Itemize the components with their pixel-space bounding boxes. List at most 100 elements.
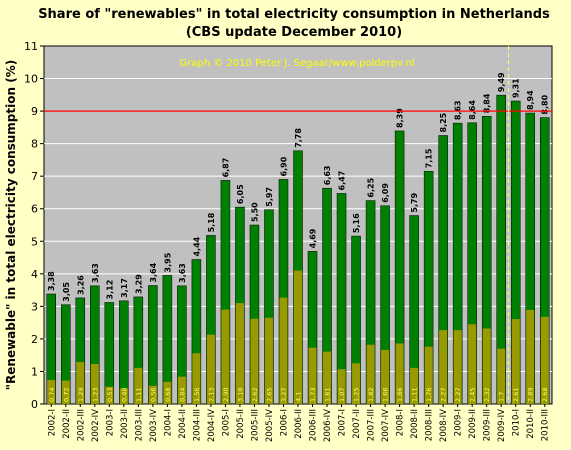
y-tick-label: 1 [31,365,38,378]
x-axis-ticks: 2002-I 2002-II 2002-III 2002-IV 2003-I 2003-I… [47,404,551,442]
bar-share [294,270,302,404]
bar-total-label: 6,47 [338,171,347,191]
x-tick-label: 2005-IV [265,409,275,442]
y-tick-label: 9 [31,105,38,118]
bar-share-label: 2,61 [512,388,520,402]
bar-share [192,353,201,404]
bar-share [482,328,491,404]
x-tick-label: 2003-II [120,409,130,439]
y-tick-label: 6 [31,203,38,216]
bar-total-label: 9,31 [512,78,521,98]
y-tick-label: 2 [31,333,38,346]
bar-share [337,369,346,404]
bar-share [424,346,433,404]
bar-share-label: 1,07 [338,388,346,402]
bar-share-label: 2,45 [469,388,477,402]
x-tick-label: 2006-III [309,409,319,441]
y-tick-label: 11 [24,40,38,53]
x-tick-label: 2009-II [468,409,478,439]
bar-share [395,343,404,404]
y-tick-label: 7 [31,170,38,183]
bar-share-label: 0,53 [106,388,114,402]
chart-credit: Graph © 2010 Peter J. Segaar/www.polderp… [179,58,414,69]
bar-share-label: 0,72 [62,388,70,402]
x-tick-label: 2009-IV [497,409,507,442]
x-tick-label: 2006-II [294,409,304,439]
x-tick-label: 2009-III [483,409,493,441]
overlay [44,46,552,404]
bar-share-label: 3,27 [280,388,288,402]
bar-share-label: 2,89 [527,388,535,402]
x-tick-label: 2008-III [425,409,435,441]
bar-share [439,330,448,404]
y-tick-label: 8 [31,138,38,151]
x-tick-label: 2004-III [192,409,202,441]
bar-share-label: 1,73 [309,388,317,402]
bar-total-label: 4,44 [192,236,201,256]
bar-share [221,309,230,404]
x-tick-label: 2003-IV [149,409,159,442]
bar-share-label: 0,84 [178,388,186,402]
bar-share [468,324,477,404]
bar-total-label: 6,09 [381,183,390,203]
bar-share-label: 1,66 [382,388,390,402]
bar-share [105,386,114,404]
bar-total-label: 4,69 [309,228,318,248]
bar-total-label: 6,87 [221,158,230,178]
x-tick-label: 2006-I [279,409,289,436]
x-tick-label: 2002-I [47,409,57,436]
x-tick-label: 2005-I [221,409,231,436]
x-tick-label: 2004-I [163,409,173,436]
bar-share-label: 1,61 [324,388,332,402]
bar-total-label: 5,16 [352,213,361,233]
bar-total-label: 8,39 [396,108,405,128]
bar-share-label: 1,11 [411,388,419,402]
bar-total-label: 5,97 [265,187,274,207]
bar-share [279,297,288,404]
bar-share [61,380,70,404]
x-tick-label: 2003-III [134,409,144,441]
chart-title: Share of "renewables" in total electrici… [38,7,550,22]
bar-share [526,309,535,404]
bar-share [206,334,215,404]
x-tick-label: 2008-II [410,409,420,439]
x-tick-label: 2007-I [338,409,348,436]
bar-share [250,318,259,404]
bar-total-label: 3,26 [76,275,85,295]
bar-share-label: 1,11 [135,388,143,402]
bar-total-label: 6,90 [279,156,288,176]
bar-share [264,317,273,404]
bar-share-label: 1,7 [498,392,506,402]
bar-total-label: 9,49 [497,72,506,92]
x-tick-label: 2002-IV [91,409,101,442]
y-axis-ticks: 0 1 2 3 4 5 6 7 8 9 10 11 [24,40,44,411]
bar-total-label: 6,05 [236,184,245,204]
bar-share-label: 2,62 [251,388,259,402]
bar-share-label: 0,48 [120,388,128,402]
y-tick-label: 4 [31,268,38,281]
y-tick-label: 3 [31,300,38,313]
bar-share-label: 0,74 [48,388,56,402]
bar-total-label: 3,64 [149,262,158,282]
bar-share [177,376,186,404]
bar-share-label: 2,32 [483,388,491,402]
x-tick-label: 2007-IV [381,409,391,442]
bar-share [119,388,128,404]
bar-share-label: 0,68 [164,388,172,402]
bar-total-label: 3,63 [178,263,187,283]
x-tick-label: 2002-II [62,409,72,439]
y-axis-label: "Renewable" in total electricity consump… [4,60,18,390]
bar-total-label: 3,63 [91,263,100,283]
bar-share [511,319,520,404]
bar-total-label: 5,18 [207,212,216,232]
bar-share-label: 1,76 [425,388,433,402]
bar-share [47,379,56,404]
bar-share-label: 1,56 [193,388,201,402]
x-tick-label: 2010-III [541,409,551,441]
bar-share [163,381,172,404]
bar-total-label: 8,94 [526,90,535,110]
bar-total-label: 8,64 [468,100,477,120]
chart-subtitle: (CBS update December 2010) [186,25,402,40]
x-tick-label: 2008-I [396,409,406,436]
bar-total-label: 3,29 [134,274,143,294]
